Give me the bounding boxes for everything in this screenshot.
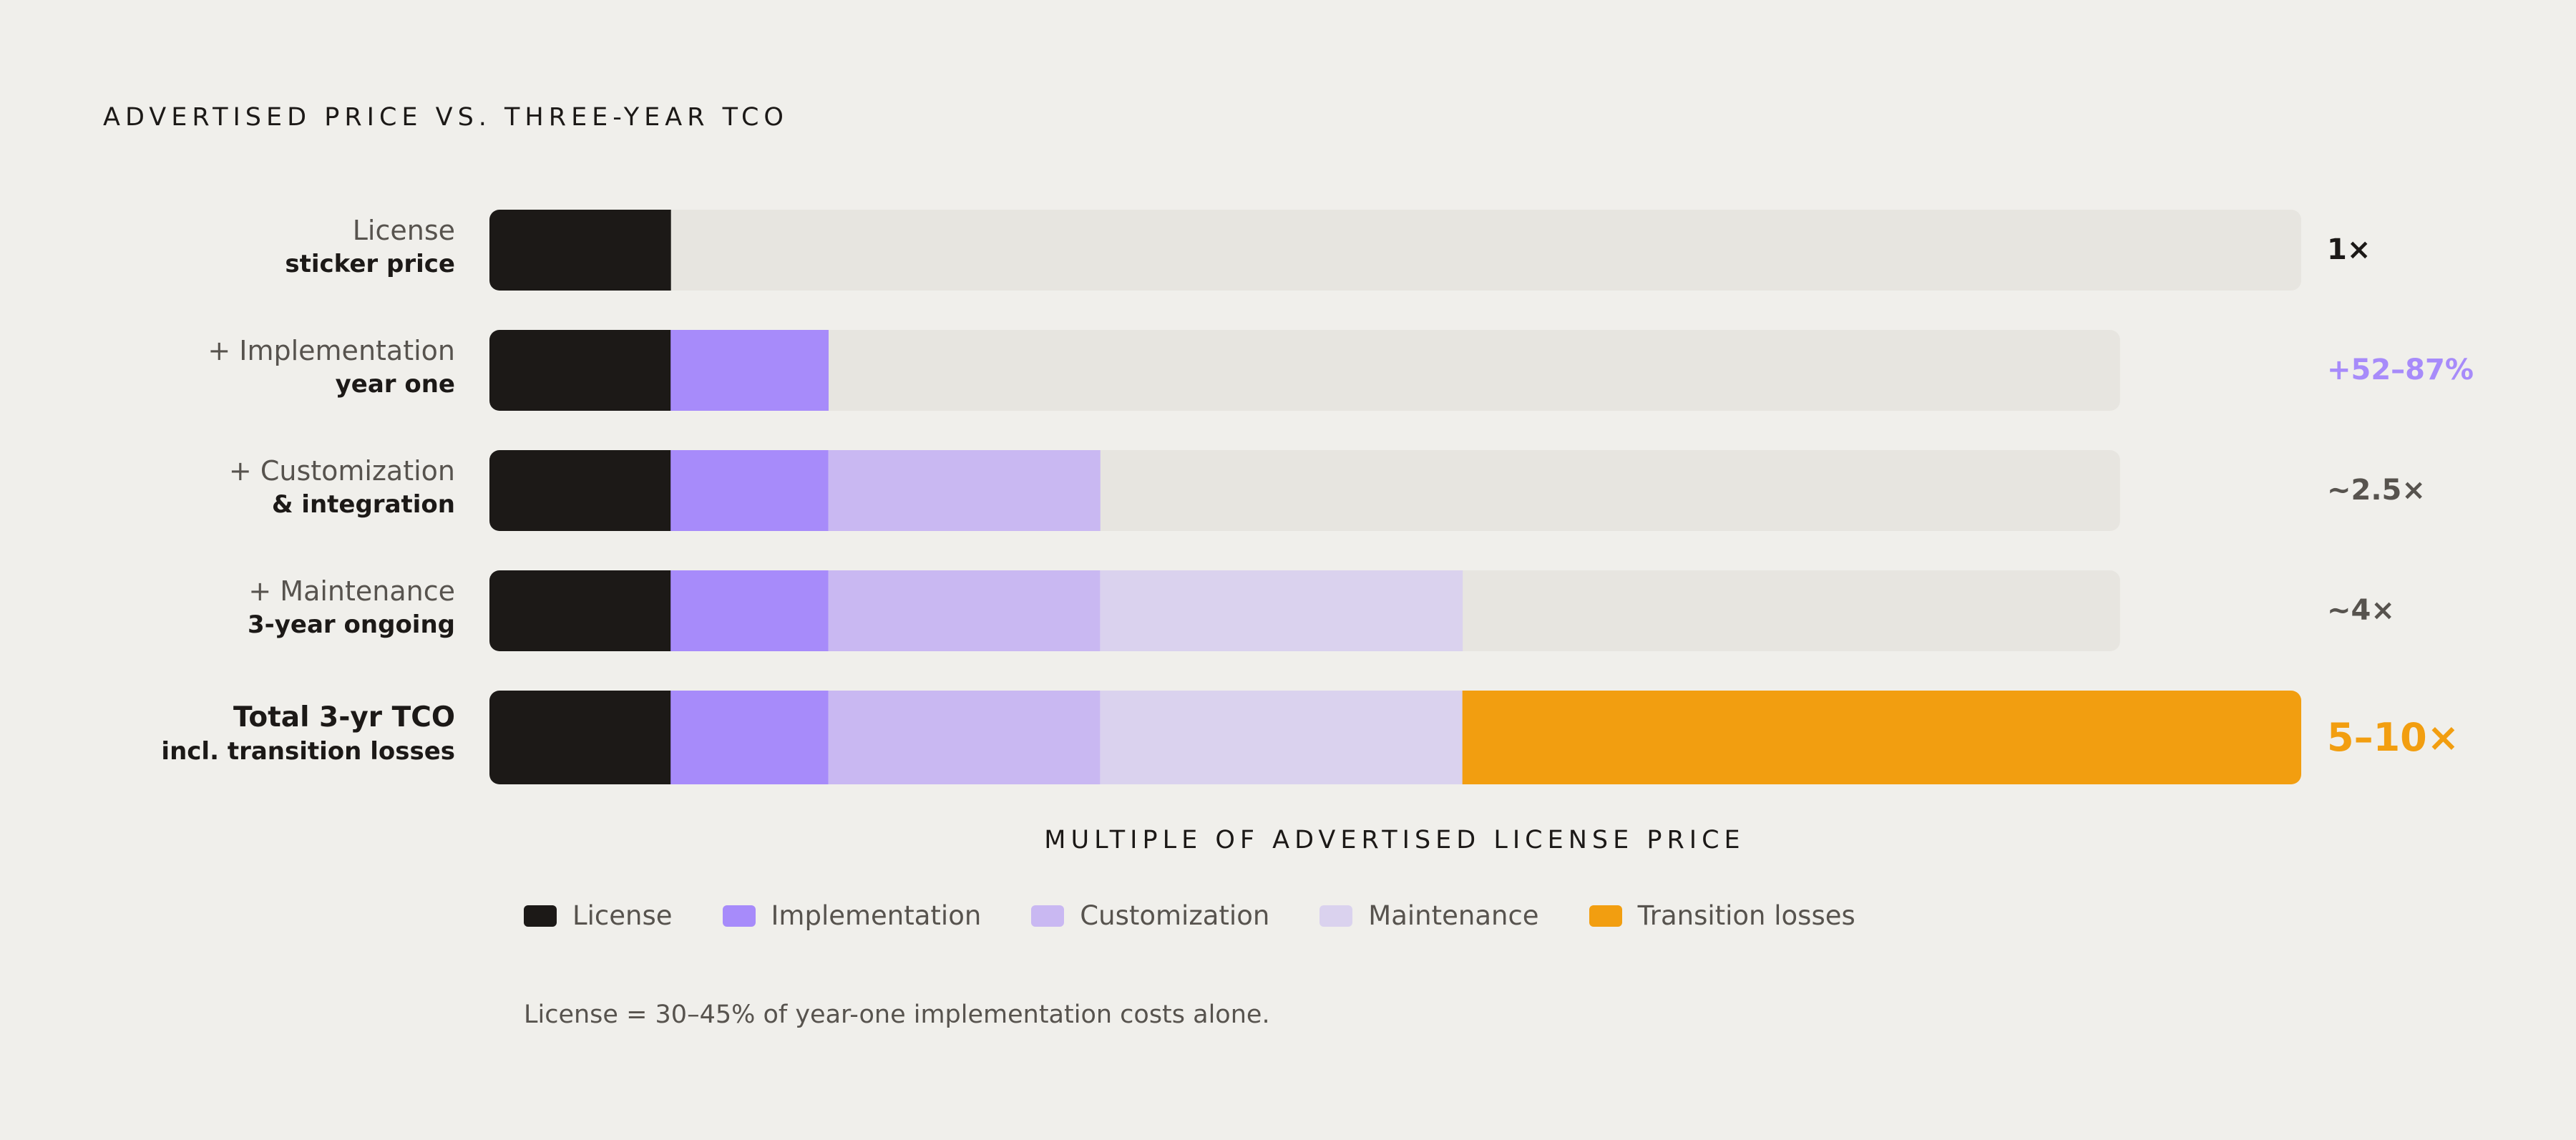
bar-row-0 — [489, 210, 671, 291]
row-label-secondary: 3-year ongoing — [248, 610, 455, 639]
legend-item-maintenance: Maintenance — [1319, 900, 1539, 931]
row-label-3: + Maintenance 3-year ongoing — [248, 574, 455, 641]
bar-segment-implementation-4 — [670, 691, 829, 784]
legend-label: Customization — [1080, 900, 1270, 931]
bar-segment-maintenance-4 — [1100, 691, 1463, 784]
bar-row-3 — [489, 570, 1463, 651]
legend-swatch — [1031, 905, 1065, 927]
bar-row-2 — [489, 450, 1101, 531]
row-label-secondary: sticker price — [285, 249, 455, 278]
row-label-primary: + Customization — [228, 454, 455, 487]
legend-item-customization: Customization — [1031, 900, 1269, 931]
row-label-secondary: & integration — [271, 489, 455, 519]
row-label-2: + Customization & integration — [229, 454, 455, 521]
legend-item-license: License — [524, 900, 673, 931]
row-label-secondary: year one — [335, 369, 455, 399]
multiplier-label-1: +52–87% — [2327, 353, 2474, 386]
legend-item-transition-losses: Transition losses — [1589, 900, 1855, 931]
bar-track-1 — [489, 330, 2120, 411]
bar-segment-license-1 — [489, 330, 671, 411]
multiplier-label-2: ~2.5× — [2327, 473, 2426, 507]
bar-segment-customization-3 — [828, 570, 1101, 651]
multiplier-label-4: 5–10× — [2327, 714, 2459, 760]
legend-label: License — [572, 900, 673, 931]
legend-swatch — [1589, 905, 1622, 927]
legend-label: Maintenance — [1368, 900, 1539, 931]
row-label-primary: + Implementation — [208, 334, 455, 366]
x-axis-label: MULTIPLE OF ADVERTISED LICENSE PRICE — [1044, 826, 1745, 854]
bar-segment-maintenance-3 — [1100, 570, 1463, 651]
row-label-0: License sticker price — [285, 213, 455, 281]
row-label-primary: License — [352, 214, 455, 246]
bar-segment-customization-4 — [828, 691, 1101, 784]
bar-segment-license-0 — [489, 210, 671, 291]
row-label-1: + Implementation year one — [208, 333, 455, 401]
row-label-primary: + Maintenance — [248, 575, 455, 607]
legend-swatch — [722, 905, 756, 927]
row-label-4: Total 3-yr TCO incl. transition losses — [161, 700, 455, 768]
bar-segment-implementation-3 — [670, 570, 829, 651]
legend-item-implementation: Implementation — [722, 900, 982, 931]
bar-row-4 — [489, 691, 2301, 784]
bar-segment-customization-2 — [828, 450, 1101, 531]
legend-label: Implementation — [771, 900, 982, 931]
bar-segment-license-2 — [489, 450, 671, 531]
legend-swatch — [524, 905, 557, 927]
multiplier-label-3: ~4× — [2327, 593, 2395, 627]
legend: License Implementation Customization Mainte… — [524, 900, 1906, 931]
legend-label: Transition losses — [1637, 900, 1855, 931]
bar-segment-transition-losses-4 — [1462, 691, 2301, 784]
legend-swatch — [1319, 905, 1353, 927]
bar-row-1 — [489, 330, 829, 411]
bar-segment-license-4 — [489, 691, 671, 784]
bar-segment-implementation-2 — [670, 450, 829, 531]
multiplier-label-0: 1× — [2327, 233, 2371, 266]
row-label-primary: Total 3-yr TCO — [233, 701, 455, 734]
bar-segment-implementation-1 — [670, 330, 829, 411]
bar-track-0 — [489, 210, 2301, 291]
footnote: License = 30–45% of year-one implementat… — [524, 1000, 1270, 1029]
row-label-secondary: incl. transition losses — [161, 737, 455, 766]
chart-title: ADVERTISED PRICE VS. THREE-YEAR TCO — [103, 103, 789, 132]
bar-segment-license-3 — [489, 570, 671, 651]
